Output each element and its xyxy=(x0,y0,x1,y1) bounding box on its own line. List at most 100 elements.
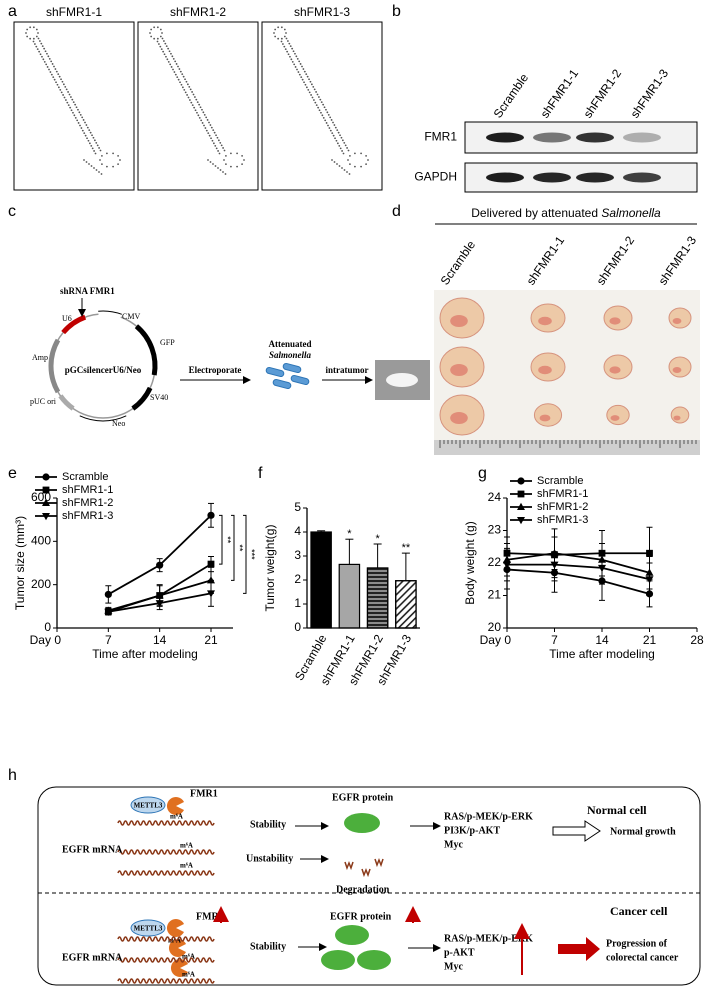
base xyxy=(217,150,219,152)
y-tick-label: 22 xyxy=(488,555,502,569)
fmr1-protein xyxy=(166,919,184,937)
enzyme-label: METTL3 xyxy=(134,802,163,810)
y-tick-label: 0 xyxy=(294,620,301,634)
base xyxy=(167,47,170,50)
protein-label: EGFR protein xyxy=(330,911,392,922)
base xyxy=(338,144,341,147)
y-tick-label: 2 xyxy=(294,572,301,586)
point xyxy=(207,511,215,519)
base xyxy=(300,76,303,79)
base xyxy=(72,111,74,114)
bacterium xyxy=(282,362,302,374)
base xyxy=(302,68,305,70)
base xyxy=(86,137,88,140)
outcome-label: Normal growth xyxy=(610,826,676,837)
base xyxy=(286,50,289,53)
base xyxy=(311,96,314,99)
base xyxy=(153,26,156,29)
y-axis-label: Body weight (g) xyxy=(463,521,477,604)
significance-bracket xyxy=(219,514,223,565)
base xyxy=(333,161,336,163)
base xyxy=(156,40,159,43)
base xyxy=(50,60,53,63)
base xyxy=(79,113,82,116)
degraded-fragment xyxy=(344,860,354,871)
base xyxy=(298,60,301,63)
base xyxy=(207,159,209,161)
panel-label: f xyxy=(258,465,263,482)
modification-label: m⁶A xyxy=(180,842,193,850)
y-tick-label: 23 xyxy=(488,523,502,537)
base xyxy=(90,144,93,147)
base xyxy=(209,124,212,126)
base xyxy=(341,139,344,142)
base xyxy=(202,111,205,114)
base xyxy=(313,99,315,101)
base xyxy=(189,88,192,91)
base xyxy=(181,86,184,89)
series-line xyxy=(506,552,650,556)
mrna xyxy=(117,936,215,942)
base xyxy=(200,119,203,122)
enzyme-label: METTL3 xyxy=(134,925,163,933)
base xyxy=(185,80,188,83)
base xyxy=(203,124,205,127)
base xyxy=(207,132,210,135)
base xyxy=(289,55,291,58)
base xyxy=(309,80,312,83)
y-tick-label: 4 xyxy=(294,524,301,538)
base xyxy=(190,101,193,104)
series-line xyxy=(506,568,650,595)
base xyxy=(93,139,96,142)
base xyxy=(173,71,176,73)
hairpin-structure xyxy=(25,26,121,175)
base xyxy=(62,83,65,86)
modification-label: m⁶A xyxy=(180,862,193,870)
band xyxy=(486,172,524,183)
base xyxy=(215,134,217,137)
fate-label: Stability xyxy=(250,941,286,952)
egfr-protein xyxy=(357,950,391,970)
hairpin-structure xyxy=(149,26,245,175)
significance-label: * xyxy=(347,528,352,540)
base xyxy=(310,83,313,86)
base xyxy=(90,165,93,167)
panel-label: g xyxy=(478,465,487,482)
plasmid-name: pGCsilencerU6/Neo xyxy=(65,365,142,375)
base xyxy=(339,147,342,150)
point xyxy=(517,477,525,485)
point xyxy=(503,561,511,569)
base xyxy=(100,173,103,175)
x-tick-label: 21 xyxy=(643,633,657,647)
band xyxy=(533,132,571,143)
step-label: intratumor xyxy=(326,365,369,375)
base xyxy=(329,116,332,119)
base xyxy=(69,106,72,109)
base xyxy=(318,109,321,112)
pathway-label: Myc xyxy=(444,961,463,972)
base xyxy=(76,119,79,122)
point xyxy=(550,561,559,569)
base xyxy=(179,70,182,73)
band xyxy=(623,172,661,183)
protein-label: EGFR protein xyxy=(332,792,394,803)
base xyxy=(243,159,245,161)
base xyxy=(53,65,55,68)
base xyxy=(32,37,35,40)
base xyxy=(184,91,187,94)
base xyxy=(71,98,74,101)
base xyxy=(63,96,66,99)
base xyxy=(196,111,198,114)
hollow-arrow xyxy=(552,820,601,842)
base xyxy=(349,163,351,166)
base xyxy=(176,76,179,79)
base xyxy=(64,85,67,88)
base xyxy=(61,80,64,83)
base xyxy=(186,94,188,96)
base xyxy=(153,37,156,40)
base xyxy=(212,129,215,132)
point xyxy=(517,502,525,510)
base xyxy=(337,131,340,134)
base xyxy=(170,52,172,55)
legend-label: Scramble xyxy=(62,471,108,483)
